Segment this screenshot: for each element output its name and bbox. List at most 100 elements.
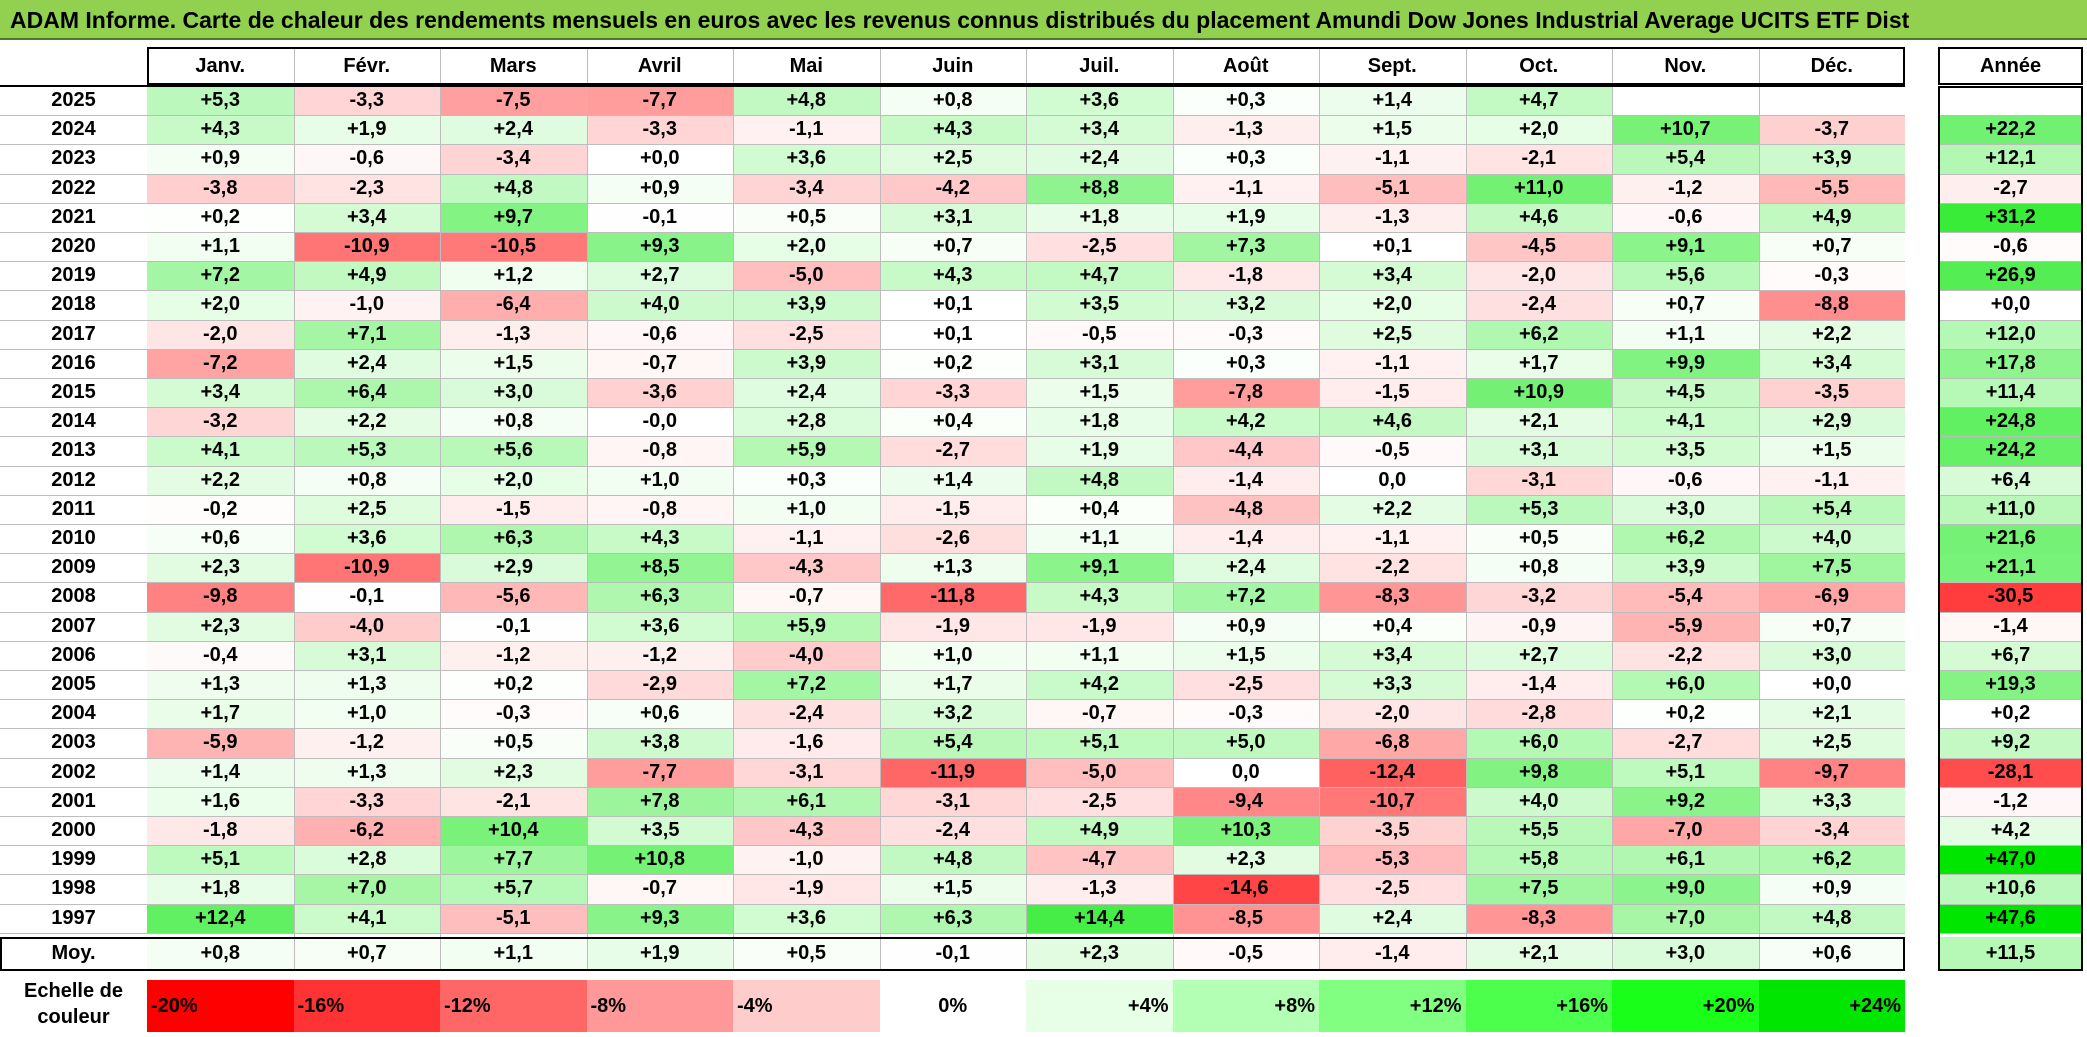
heatmap-cell: +2,5 xyxy=(879,144,1026,174)
heatmap-cell: -8,3 xyxy=(1319,582,1466,612)
heatmap-cell: -2,1 xyxy=(440,786,587,816)
heatmap-cell: +4,0 xyxy=(1465,786,1612,816)
heatmap-cell: +2,9 xyxy=(1758,407,1905,437)
heatmap-cell: +3,8 xyxy=(586,728,733,758)
heatmap-cell: +3,6 xyxy=(1026,86,1173,116)
grid-line xyxy=(1938,670,2083,671)
month-header: Févr. xyxy=(293,47,440,85)
heatmap-cell: -4,0 xyxy=(733,640,880,670)
heatmap-cell: +2,2 xyxy=(1319,494,1466,524)
scale-step: -8% xyxy=(586,980,733,1032)
heatmap-cell: +0,7 xyxy=(879,232,1026,262)
grid-line xyxy=(0,232,1905,233)
grid-line xyxy=(440,47,441,971)
heatmap-cell: -10,7 xyxy=(1319,786,1466,816)
heatmap-cell: +0,8 xyxy=(440,407,587,437)
heatmap-cell: -4,7 xyxy=(1026,845,1173,875)
grid-line xyxy=(0,640,1905,642)
heatmap-cell: +0,0 xyxy=(1758,670,1905,700)
heatmap-cell: +1,8 xyxy=(147,874,294,904)
annual-cell: +6,4 xyxy=(1938,465,2083,495)
heatmap-cell: -3,6 xyxy=(586,378,733,408)
average-cell: +2,1 xyxy=(1465,936,1612,971)
heatmap-cell: +7,3 xyxy=(1172,232,1319,262)
heatmap-cell: -3,1 xyxy=(733,757,880,787)
heatmap-cell: -6,8 xyxy=(1319,728,1466,758)
year-label: 2006 xyxy=(0,640,147,670)
heatmap-cell: +1,4 xyxy=(1319,86,1466,116)
heatmap-cell: -3,7 xyxy=(1758,115,1905,145)
heatmap-cell: +4,3 xyxy=(586,524,733,554)
heatmap-cell: -0,5 xyxy=(1319,436,1466,466)
heatmap-cell: +6,0 xyxy=(1612,670,1759,700)
heatmap-cell: -3,3 xyxy=(293,86,440,116)
grid-line xyxy=(1319,47,1320,971)
heatmap-cell: +1,9 xyxy=(1026,436,1173,466)
heatmap-cell: -1,3 xyxy=(1319,202,1466,232)
heatmap-cell: +1,5 xyxy=(1758,436,1905,466)
heatmap-cell: -8,5 xyxy=(1172,903,1319,933)
heatmap-cell: -7,7 xyxy=(586,86,733,116)
heatmap-cell: -10,9 xyxy=(293,232,440,262)
heatmap-cell: +5,9 xyxy=(733,436,880,466)
annual-cell: +10,6 xyxy=(1938,874,2083,904)
heatmap-cell: +5,7 xyxy=(440,874,587,904)
heatmap-cell: -0,0 xyxy=(586,407,733,437)
grid-line xyxy=(0,202,1905,204)
year-label: 2003 xyxy=(0,728,147,758)
heatmap-cell: -2,8 xyxy=(1465,699,1612,729)
heatmap-cell: +2,3 xyxy=(147,553,294,583)
heatmap-cell: +2,8 xyxy=(733,407,880,437)
heatmap-cell: +10,3 xyxy=(1172,816,1319,846)
heatmap-cell: +7,2 xyxy=(733,670,880,700)
heatmap-cell: +3,1 xyxy=(1026,348,1173,378)
heatmap-cell: +7,5 xyxy=(1758,553,1905,583)
heatmap-cell: -3,5 xyxy=(1319,816,1466,846)
heatmap-cell: -1,1 xyxy=(733,524,880,554)
grid-line xyxy=(0,582,1905,584)
heatmap-cell: +11,0 xyxy=(1465,173,1612,203)
heatmap-cell: -0,2 xyxy=(147,494,294,524)
heatmap-cell: -2,2 xyxy=(1319,553,1466,583)
heatmap-cell: +2,0 xyxy=(440,465,587,495)
annual-cell: +6,7 xyxy=(1938,640,2083,670)
heatmap-cell: +3,3 xyxy=(1758,786,1905,816)
grid-line xyxy=(1938,86,2083,87)
heatmap-cell: -2,0 xyxy=(147,319,294,349)
grid-line xyxy=(1465,47,1467,971)
heatmap-cell: +4,9 xyxy=(1758,202,1905,232)
heatmap-cell: -1,5 xyxy=(1319,378,1466,408)
heatmap-cell: +0,6 xyxy=(586,699,733,729)
heatmap-cell: -3,1 xyxy=(879,786,1026,816)
heatmap-cell: +6,2 xyxy=(1758,845,1905,875)
heatmap-cell: -3,2 xyxy=(147,407,294,437)
grid-line xyxy=(1938,611,2083,613)
heatmap-cell: +14,4 xyxy=(1026,903,1173,933)
heatmap-cell: -1,8 xyxy=(147,816,294,846)
heatmap-cell: -9,4 xyxy=(1172,786,1319,816)
heatmap-cell xyxy=(1612,86,1759,116)
year-label: 2000 xyxy=(0,816,147,846)
grid-line xyxy=(0,699,1905,701)
heatmap-cell: +5,6 xyxy=(1612,261,1759,291)
heatmap-cell: +5,1 xyxy=(1026,728,1173,758)
heatmap-cell: -8,8 xyxy=(1758,290,1905,320)
heatmap-cell: +1,4 xyxy=(879,465,1026,495)
heatmap-cell: -1,3 xyxy=(1026,874,1173,904)
average-cell: +1,9 xyxy=(586,936,733,971)
heatmap-cell: +6,3 xyxy=(879,903,1026,933)
heatmap-cell: +0,1 xyxy=(879,290,1026,320)
grid-line xyxy=(1938,640,2083,642)
annual-cell: +11,0 xyxy=(1938,494,2083,524)
heatmap-cell: 0,0 xyxy=(1172,757,1319,787)
year-label: 2005 xyxy=(0,670,147,700)
heatmap-cell: +0,2 xyxy=(879,348,1026,378)
heatmap-cell: +3,2 xyxy=(1172,290,1319,320)
heatmap-cell: -5,4 xyxy=(1612,582,1759,612)
average-annual-cell: +11,5 xyxy=(1938,936,2083,971)
heatmap-cell: +1,0 xyxy=(293,699,440,729)
grid-line xyxy=(1938,903,2083,905)
month-header: Oct. xyxy=(1465,47,1612,85)
heatmap-cell: +2,4 xyxy=(1319,903,1466,933)
grid-line xyxy=(1938,757,2083,759)
